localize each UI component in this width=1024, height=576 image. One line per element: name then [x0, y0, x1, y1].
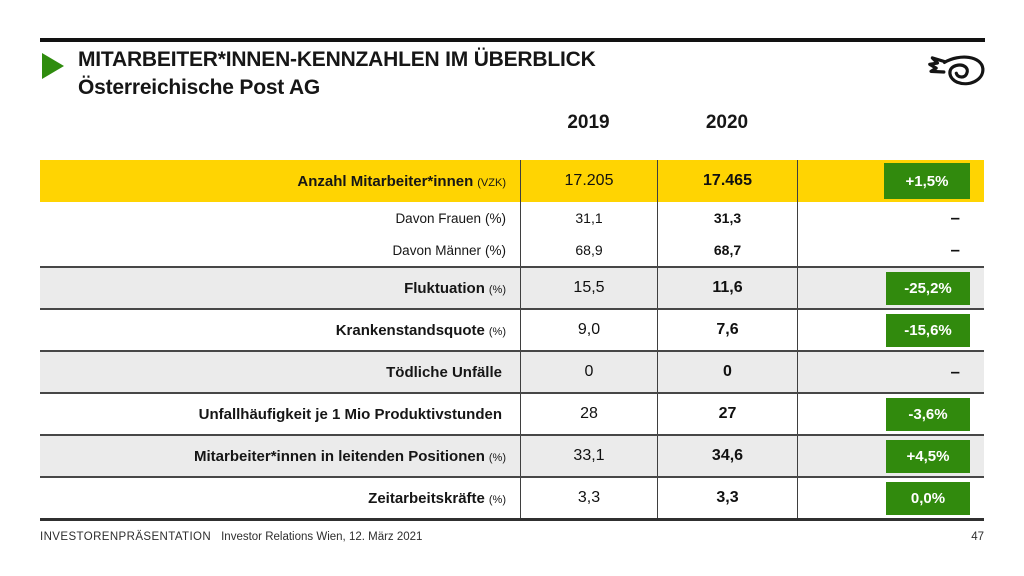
kpi-table: Anzahl Mitarbeiter*innen (VZK) 17.205 17.…: [40, 160, 984, 521]
value-2020: 3,3: [657, 478, 797, 518]
value-2019: 68,9: [520, 234, 657, 266]
austrian-post-posthorn-logo-icon: [924, 52, 988, 92]
row-label-unit: (%): [488, 493, 506, 506]
value-2020: 7,6: [657, 310, 797, 350]
change-badge: -25,2%: [886, 271, 970, 305]
top-rule: [40, 38, 985, 42]
row-label-unit: (%): [488, 451, 506, 464]
value-2019: 15,5: [520, 268, 657, 308]
footer-details: Investor Relations Wien, 12. März 2021: [221, 531, 423, 543]
change-dash: –: [950, 208, 960, 227]
table-row-krankenstandsquote: Krankenstandsquote (%) 9,0 7,6 -15,6%: [40, 308, 984, 350]
column-header-2020: 2020: [705, 112, 749, 133]
row-label: Davon Männer (%): [392, 242, 506, 258]
table-row-unfallhaeufigkeit: Unfallhäufigkeit je 1 Mio Produktivstund…: [40, 392, 984, 434]
value-2020: 68,7: [657, 234, 797, 266]
row-label-unit: (VZK): [477, 176, 506, 189]
table-row-davon-frauen: Davon Frauen (%) 31,1 31,3 –: [40, 202, 984, 234]
row-label: Zeitarbeitskräfte (%): [368, 489, 506, 507]
row-label-unit: (%): [488, 325, 506, 338]
table-row-fluktuation: Fluktuation (%) 15,5 11,6 -25,2%: [40, 266, 984, 308]
change-dash: –: [950, 362, 960, 381]
value-2019: 3,3: [520, 478, 657, 518]
value-2019: 9,0: [520, 310, 657, 350]
row-label: Krankenstandsquote (%): [335, 321, 506, 339]
value-2019: 17.205: [520, 160, 657, 202]
change-badge: -3,6%: [886, 397, 970, 431]
value-2019: 28: [520, 394, 657, 434]
value-2019: 33,1: [520, 436, 657, 476]
green-triangle-icon: [42, 53, 64, 79]
page-number: 47: [971, 531, 984, 543]
row-label-unit: (%): [488, 283, 506, 296]
value-2019: 0: [520, 352, 657, 392]
row-label: Fluktuation (%): [404, 279, 506, 297]
change-badge: +1,5%: [884, 163, 970, 199]
value-2020: 0: [657, 352, 797, 392]
footer-presentation-label: INVESTORENPRÄSENTATION: [40, 531, 212, 543]
value-2020: 31,3: [657, 202, 797, 234]
value-2020: 17.465: [657, 160, 797, 202]
row-label: Mitarbeiter*innen in leitenden Positione…: [194, 447, 506, 465]
footer: INVESTORENPRÄSENTATION Investor Relations…: [40, 531, 422, 543]
slide-title-line1: MITARBEITER*INNEN-KENNZAHLEN IM ÜBERBLIC…: [78, 48, 596, 71]
table-row-toedliche-unfaelle: Tödliche Unfälle 0 0 –: [40, 350, 984, 392]
row-label: Davon Frauen (%): [395, 210, 506, 226]
change-badge: +4,5%: [886, 439, 970, 473]
change-dash: –: [950, 240, 960, 259]
table-row-leitende-positionen: Mitarbeiter*innen in leitenden Positione…: [40, 434, 984, 476]
row-label: Unfallhäufigkeit je 1 Mio Produktivstund…: [198, 405, 502, 423]
table-row-zeitarbeitskraefte: Zeitarbeitskräfte (%) 3,3 3,3 0,0%: [40, 476, 984, 518]
column-header-2019: 2019: [567, 112, 610, 133]
row-label-unit: (%): [485, 242, 506, 258]
value-2020: 34,6: [657, 436, 797, 476]
row-label: Tödliche Unfälle: [386, 363, 502, 381]
slide-title: MITARBEITER*INNEN-KENNZAHLEN IM ÜBERBLIC…: [78, 46, 596, 102]
value-2019: 31,1: [520, 202, 657, 234]
table-row-davon-maenner: Davon Männer (%) 68,9 68,7 –: [40, 234, 984, 266]
value-2020: 27: [657, 394, 797, 434]
slide-title-line2: Österreichische Post AG: [78, 76, 321, 99]
table-row-anzahl-mitarbeiter: Anzahl Mitarbeiter*innen (VZK) 17.205 17.…: [40, 160, 984, 202]
change-badge: -15,6%: [886, 313, 970, 347]
change-badge: 0,0%: [886, 481, 970, 515]
row-label: Anzahl Mitarbeiter*innen (VZK): [297, 172, 506, 190]
value-2020: 11,6: [657, 268, 797, 308]
row-label-unit: (%): [485, 210, 506, 226]
